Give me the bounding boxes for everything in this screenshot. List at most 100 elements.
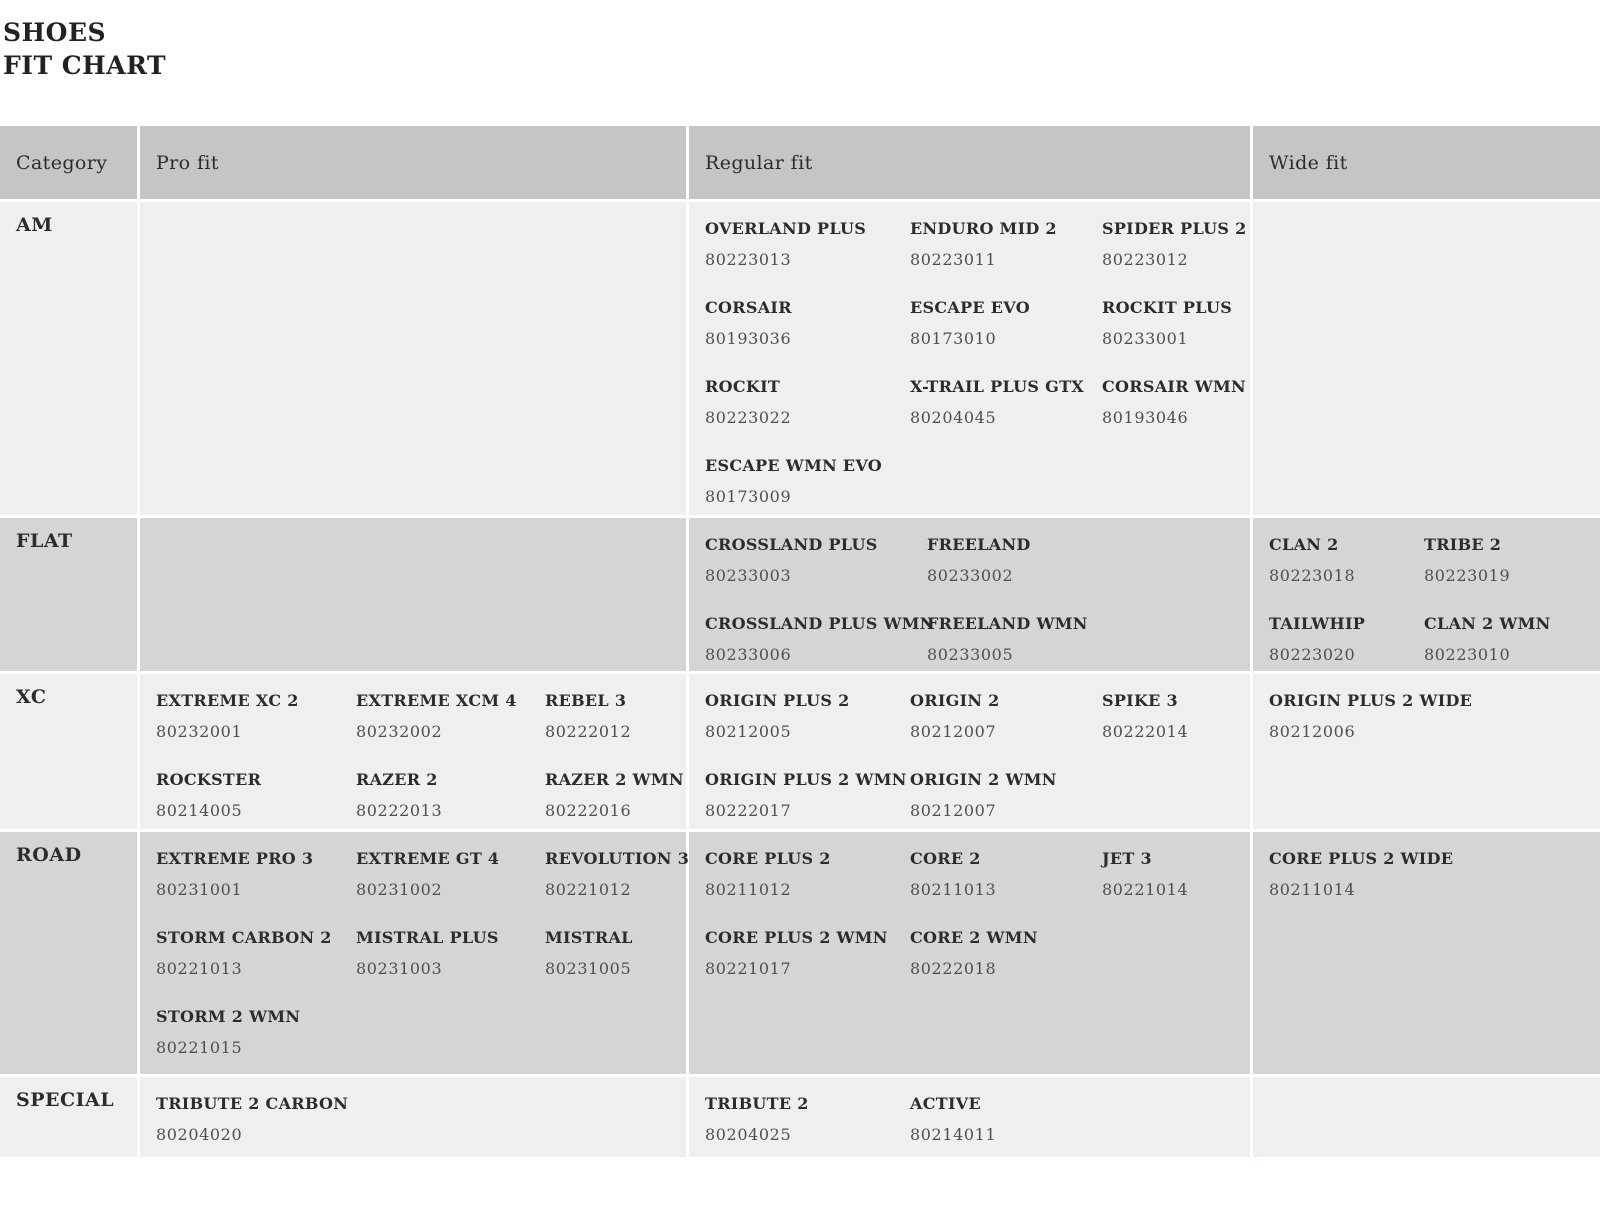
product-item: EXTREME XCM 4 80232002	[356, 686, 545, 748]
product-item: JET 3 80221014	[1102, 844, 1250, 906]
product-item: RAZER 2 WMN 80222016	[545, 765, 686, 827]
column-header-wide-fit: Wide fit	[1253, 126, 1600, 199]
product-item: TRIBUTE 2 80204025	[705, 1089, 910, 1151]
page-title-line1: SHOES	[3, 18, 107, 47]
regular-fit-cell: CROSSLAND PLUS 80233003 FREELAND 80233002 CR…	[689, 518, 1250, 671]
product-name: OVERLAND PLUS	[705, 219, 867, 238]
product-item: CLAN 2 WMN 80223010	[1424, 609, 1600, 671]
product-code: 80222017	[705, 801, 792, 820]
product-item: ORIGIN 2 80212007	[910, 686, 1102, 748]
wide-fit-cell	[1253, 202, 1600, 515]
category-cell: SPECIAL	[0, 1077, 137, 1157]
product-name: ENDURO MID 2	[910, 219, 1057, 238]
page-title-line2: FIT CHART	[3, 51, 167, 80]
product-item: FREELAND 80233002	[927, 530, 1250, 592]
product-item: SPIDER PLUS 2 80223012	[1102, 214, 1250, 276]
product-item: CROSSLAND PLUS WMN 80233006	[705, 609, 935, 671]
regular-fit-cell: CORE PLUS 2 80211012 CORE 2 80211013 JET 3 80…	[689, 832, 1250, 1074]
product-item: CLAN 2 80223018	[1269, 530, 1424, 592]
product-name: ESCAPE EVO	[910, 298, 1030, 317]
product-item: ENDURO MID 2 80223011	[910, 214, 1102, 276]
product-name: CROSSLAND PLUS WMN	[705, 614, 935, 633]
product-code: 80211013	[910, 880, 997, 899]
product-name: ROCKIT PLUS	[1102, 298, 1233, 317]
product-code: 80222013	[356, 801, 443, 820]
product-item: CORSAIR WMN 80193046	[1102, 372, 1250, 434]
product-item: ROCKSTER 80214005	[156, 765, 356, 827]
product-name: STORM CARBON 2	[156, 928, 332, 947]
product-code: 80221013	[156, 959, 243, 978]
product-code: 80211014	[1269, 880, 1356, 899]
product-code: 80221015	[156, 1038, 243, 1057]
wide-fit-cell: CLAN 2 80223018 TRIBE 2 80223019 TAILWHIP 802…	[1253, 518, 1600, 671]
product-code: 80173010	[910, 329, 997, 348]
product-name: MISTRAL	[545, 928, 633, 947]
product-name: CORE PLUS 2 WMN	[705, 928, 888, 947]
product-name: REBEL 3	[545, 691, 627, 710]
product-code: 80223010	[1424, 645, 1511, 664]
product-item: ACTIVE 80214011	[910, 1089, 1102, 1151]
product-item: REVOLUTION 3 80221012	[545, 844, 689, 906]
product-item: EXTREME XC 2 80232001	[156, 686, 356, 748]
product-item: MISTRAL 80231005	[545, 923, 689, 985]
product-item: ESCAPE EVO 80173010	[910, 293, 1102, 355]
regular-fit-cell: TRIBUTE 2 80204025 ACTIVE 80214011	[689, 1077, 1250, 1157]
pro-fit-cell	[140, 202, 686, 515]
product-name: ORIGIN PLUS 2	[705, 691, 850, 710]
column-header-category: Category	[0, 126, 137, 199]
product-code: 80222014	[1102, 722, 1189, 741]
product-code: 80212006	[1269, 722, 1356, 741]
category-cell: XC	[0, 674, 137, 829]
pro-fit-cell	[140, 518, 686, 671]
product-code: 80214011	[910, 1125, 997, 1144]
product-name: STORM 2 WMN	[156, 1007, 301, 1026]
product-item: CROSSLAND PLUS 80233003	[705, 530, 927, 592]
product-code: 80221017	[705, 959, 792, 978]
product-item: CORSAIR 80193036	[705, 293, 910, 355]
product-code: 80233006	[705, 645, 792, 664]
product-code: 80212007	[910, 722, 997, 741]
product-name: TAILWHIP	[1269, 614, 1366, 633]
product-code: 80222018	[910, 959, 997, 978]
product-name: MISTRAL PLUS	[356, 928, 499, 947]
product-name: ROCKSTER	[156, 770, 262, 789]
wide-fit-cell: CORE PLUS 2 WIDE 80211014	[1253, 832, 1600, 1074]
category-cell: ROAD	[0, 832, 137, 1074]
product-item: STORM CARBON 2 80221013	[156, 923, 356, 985]
product-name: RAZER 2 WMN	[545, 770, 684, 789]
product-code: 80231001	[156, 880, 243, 899]
product-name: ACTIVE	[910, 1094, 981, 1113]
product-code: 80223022	[705, 408, 792, 427]
product-code: 80231002	[356, 880, 443, 899]
column-header-regular-fit: Regular fit	[689, 126, 1250, 199]
category-cell: AM	[0, 202, 137, 515]
product-code: 80233002	[927, 566, 1014, 585]
product-code: 80232002	[356, 722, 443, 741]
product-item: ORIGIN PLUS 2 WMN 80222017	[705, 765, 910, 827]
product-item: CORE PLUS 2 WMN 80221017	[705, 923, 910, 985]
regular-fit-cell: ORIGIN PLUS 2 80212005 ORIGIN 2 80212007 SPI…	[689, 674, 1250, 829]
product-name: TRIBUTE 2 CARBON	[156, 1094, 349, 1113]
table-row-xc: XC EXTREME XC 2 80232001 EXTREME XCM 4 80232…	[0, 674, 1600, 829]
product-code: 80222012	[545, 722, 632, 741]
product-name: REVOLUTION 3	[545, 849, 690, 868]
product-name: ORIGIN PLUS 2 WMN	[705, 770, 907, 789]
product-code: 80223018	[1269, 566, 1356, 585]
product-item: ORIGIN PLUS 2 80212005	[705, 686, 910, 748]
product-item: TAILWHIP 80223020	[1269, 609, 1424, 671]
product-item: CORE PLUS 2 80211012	[705, 844, 910, 906]
product-name: FREELAND WMN	[927, 614, 1088, 633]
product-code: 80233003	[705, 566, 792, 585]
column-header-pro-fit: Pro fit	[140, 126, 686, 199]
product-item: SPIKE 3 80222014	[1102, 686, 1250, 748]
product-name: ESCAPE WMN EVO	[705, 456, 883, 475]
product-name: CLAN 2	[1269, 535, 1339, 554]
product-code: 80223020	[1269, 645, 1356, 664]
product-code: 80193036	[705, 329, 792, 348]
product-item: ROCKIT 80223022	[705, 372, 910, 434]
product-name: ROCKIT	[705, 377, 781, 396]
product-code: 80232001	[156, 722, 243, 741]
product-item: MISTRAL PLUS 80231003	[356, 923, 545, 985]
regular-fit-cell: OVERLAND PLUS 80223013 ENDURO MID 2 8022301…	[689, 202, 1250, 515]
product-name: CORE 2	[910, 849, 981, 868]
